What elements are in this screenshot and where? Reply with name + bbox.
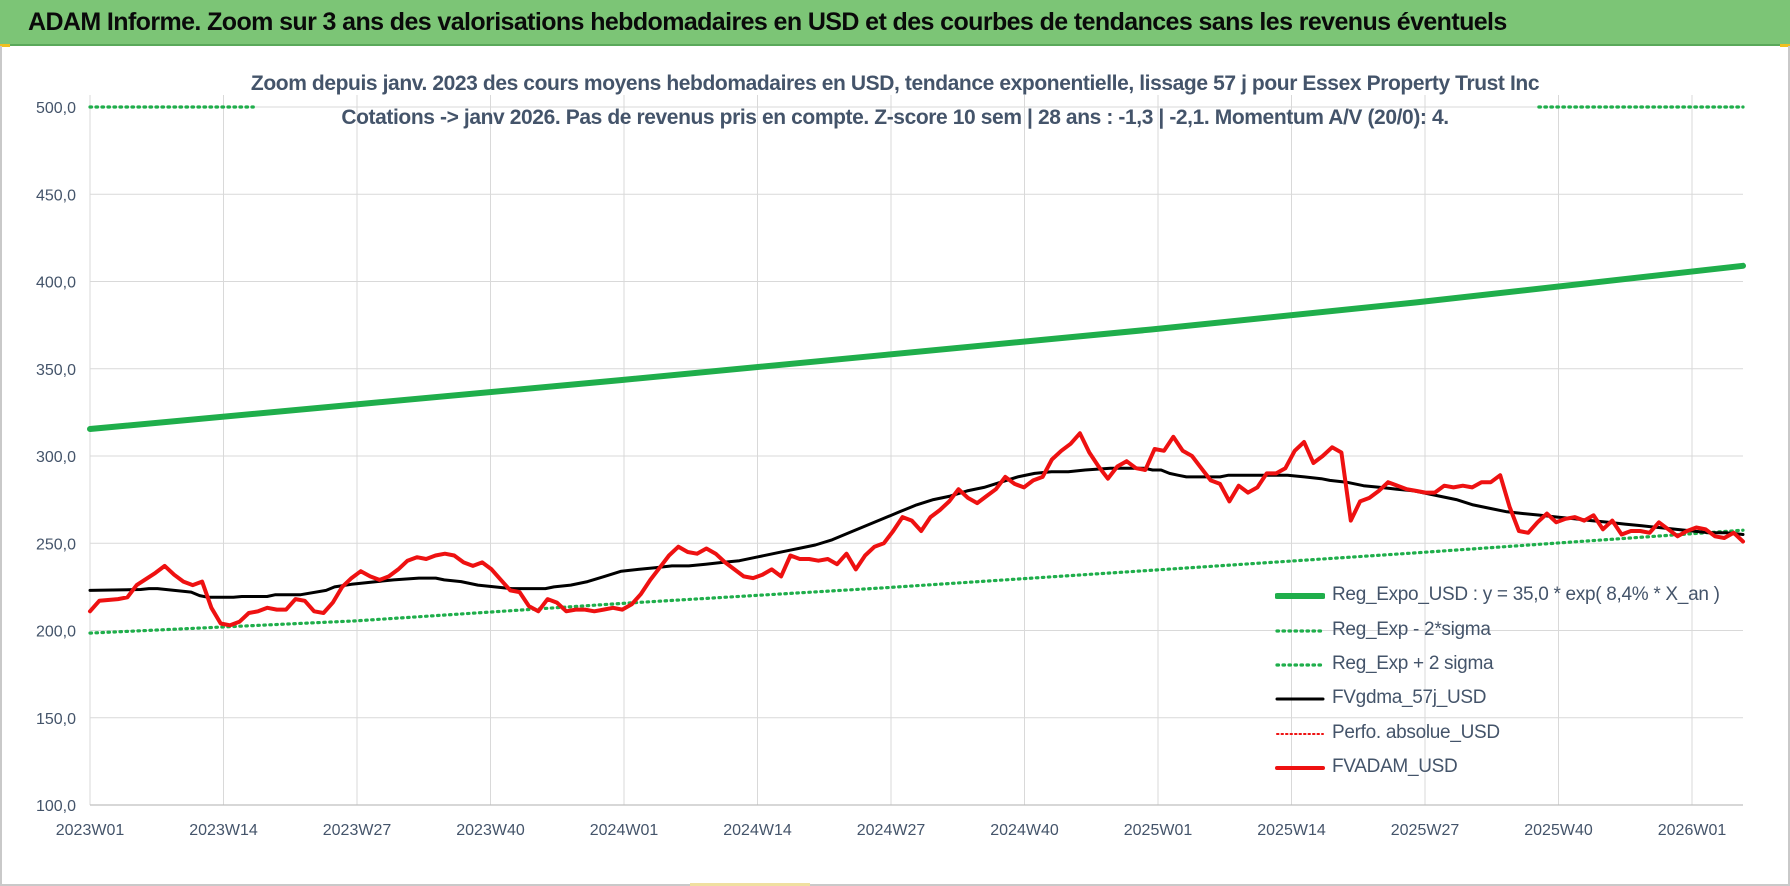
y-tick-label: 500,0 — [36, 100, 76, 117]
x-tick-label: 2023W40 — [456, 822, 525, 839]
legend-label: Reg_Expo_USD : y = 35,0 * exp( 8,4% * X_… — [1332, 584, 1720, 606]
legend-label: FVADAM_USD — [1332, 756, 1458, 778]
legend-item: Reg_Exp + 2 sigma — [1275, 647, 1720, 681]
x-tick-label: 2023W01 — [56, 822, 125, 839]
bottom-accent — [690, 883, 810, 886]
legend-swatch — [1276, 732, 1324, 735]
y-tick-label: 400,0 — [36, 275, 76, 292]
legend-label: Reg_Exp + 2 sigma — [1332, 652, 1494, 674]
chart-subtitle-line2: Cotations -> janv 2026. Pas de revenus p… — [341, 106, 1449, 129]
report-title: ADAM Informe. Zoom sur 3 ans des valoris… — [28, 8, 1507, 36]
legend-label: Reg_Exp - 2*sigma — [1332, 618, 1491, 640]
x-axis-ticks: 2023W01 2023W14 2023W27 2023W40 2024W01 2024W… — [56, 822, 1727, 839]
y-axis-ticks: 100,0 150,0 200,0 250,0 300,0 350,0 400,0 450,0… — [36, 100, 76, 815]
legend-item: Reg_Exp - 2*sigma — [1275, 612, 1720, 646]
corner-accent-left — [0, 44, 10, 47]
x-tick-label: 2026W01 — [1658, 822, 1727, 839]
y-tick-label: 250,0 — [36, 536, 76, 553]
x-tick-label: 2025W14 — [1257, 822, 1326, 839]
x-tick-label: 2023W27 — [323, 822, 392, 839]
chart-frame — [0, 46, 1790, 886]
x-tick-label: 2025W27 — [1391, 822, 1460, 839]
legend-swatch — [1275, 663, 1325, 667]
x-tick-label: 2025W01 — [1124, 822, 1193, 839]
legend-swatch — [1275, 697, 1325, 701]
y-tick-label: 200,0 — [36, 624, 76, 641]
legend-label: FVgdma_57j_USD — [1332, 687, 1487, 709]
x-tick-label: 2024W27 — [857, 822, 926, 839]
y-tick-label: 150,0 — [36, 711, 76, 728]
y-tick-label: 100,0 — [36, 798, 76, 815]
x-tick-label: 2025W40 — [1524, 822, 1593, 839]
y-tick-label: 450,0 — [36, 187, 76, 204]
header-banner: ADAM Informe. Zoom sur 3 ans des valoris… — [0, 0, 1790, 46]
x-tick-label: 2023W14 — [189, 822, 258, 839]
x-tick-label: 2024W01 — [590, 822, 659, 839]
x-tick-label: 2024W14 — [723, 822, 792, 839]
grid-lines — [89, 95, 1743, 806]
series-reg_exp-line — [88, 528, 1745, 635]
legend-item: FVgdma_57j_USD — [1275, 681, 1720, 715]
legend-item: Perfo. absolue_USD — [1275, 716, 1720, 750]
series-reg_expo_usd-line — [87, 262, 1746, 432]
series-fvadam_usd-line — [88, 431, 1745, 628]
series-fvgdma_57j_usd-line — [88, 466, 1745, 599]
legend-swatch — [1275, 628, 1325, 633]
legend-label: Perfo. absolue_USD — [1332, 721, 1500, 743]
legend-swatch — [1275, 593, 1325, 600]
x-tick-label: 2024W40 — [990, 822, 1059, 839]
legend-swatch — [1275, 766, 1325, 771]
y-tick-label: 300,0 — [36, 449, 76, 466]
corner-accent-right — [1780, 44, 1790, 47]
chart-legend: Reg_Expo_USD : y = 35,0 * exp( 8,4% * X_… — [1275, 578, 1720, 784]
y-tick-label: 350,0 — [36, 362, 76, 379]
chart-subtitle-line1: Zoom depuis janv. 2023 des cours moyens … — [250, 72, 1540, 95]
legend-item: Reg_Expo_USD : y = 35,0 * exp( 8,4% * X_… — [1275, 578, 1720, 612]
series-lines — [87, 105, 1746, 635]
legend-item: FVADAM_USD — [1275, 750, 1720, 784]
